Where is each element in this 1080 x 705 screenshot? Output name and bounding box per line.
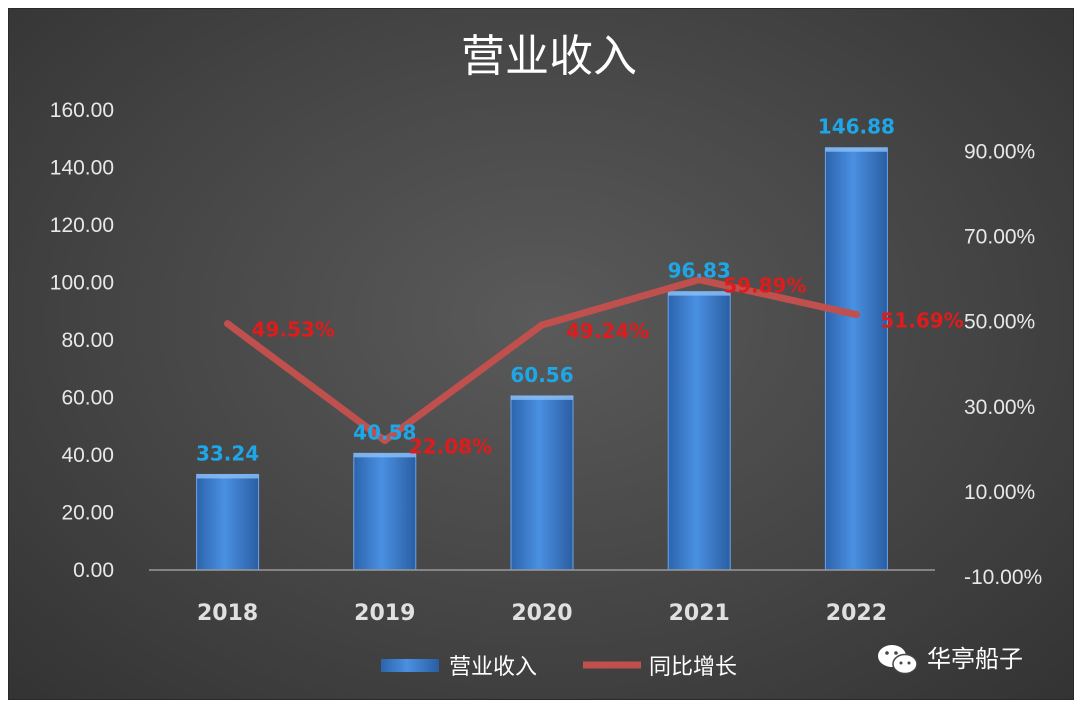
right-axis: -10.00% 10.00% 30.00% 50.00% 70.00% 90.00% [964, 141, 1042, 589]
category-label: 2019 [354, 601, 415, 626]
left-tick-label: 80.00 [61, 329, 114, 352]
category-label: 2022 [826, 601, 887, 626]
bar [824, 147, 888, 571]
right-tick-label: 30.00% [964, 396, 1035, 419]
right-tick-label: 90.00% [964, 141, 1035, 164]
bar-top-highlight [825, 147, 888, 152]
line-point [695, 276, 703, 284]
bar-data-label: 40.58 [353, 420, 416, 444]
line-data-labels: 49.53% 22.08% 49.24% 59.89% 51.69% [252, 274, 964, 459]
left-tick-label: 120.00 [50, 214, 114, 237]
legend: 营业收入 同比增长 [381, 655, 737, 680]
left-tick-label: 100.00 [50, 272, 114, 295]
category-axis: 2018 2019 2020 2021 2022 [197, 601, 887, 626]
left-tick-label: 20.00 [61, 502, 114, 525]
bar-data-label: 146.88 [818, 115, 895, 139]
line-data-label: 59.89% [723, 274, 806, 298]
legend-label-growth: 同比增长 [649, 655, 737, 680]
category-label: 2018 [197, 601, 258, 626]
wechat-icon [878, 645, 918, 675]
left-tick-label: 0.00 [73, 559, 114, 582]
chart-title: 营业收入 [461, 31, 637, 82]
bar-top-highlight [668, 291, 731, 296]
line-data-label: 22.08% [409, 435, 492, 459]
left-tick-label: 160.00 [50, 99, 114, 122]
bar [667, 291, 731, 571]
category-label: 2020 [511, 601, 572, 626]
watermark-text: 华亭船子 [927, 645, 1023, 673]
bar-data-labels: 33.24 40.58 60.56 96.83 146.88 [196, 115, 895, 466]
bar-data-label: 60.56 [510, 363, 573, 387]
bar-series [196, 147, 888, 571]
left-tick-label: 40.00 [61, 444, 114, 467]
combo-chart: 营业收入 0.00 20.00 40.00 60.00 80.00 100.00 120.0… [50, 31, 1042, 680]
line-point [538, 321, 546, 329]
line-data-label: 49.24% [566, 319, 649, 343]
left-axis: 0.00 20.00 40.00 60.00 80.00 100.00 120.00 140.… [50, 99, 114, 582]
bar [510, 395, 574, 571]
bar-top-highlight [353, 453, 416, 458]
legend-label-revenue: 营业收入 [449, 655, 537, 680]
legend-swatch-revenue [381, 659, 439, 672]
left-tick-label: 140.00 [50, 157, 114, 180]
line-series [224, 276, 860, 445]
right-tick-label: 10.00% [964, 481, 1035, 504]
bar [353, 452, 417, 571]
bar-data-label: 96.83 [668, 259, 731, 283]
right-tick-label: 50.00% [964, 311, 1035, 334]
line-data-label: 51.69% [880, 309, 963, 333]
right-tick-label: -10.00% [964, 566, 1042, 589]
watermark: 华亭船子 [878, 645, 1023, 675]
line-point [852, 311, 860, 319]
bar-top-highlight [511, 395, 573, 400]
left-tick-label: 60.00 [61, 387, 114, 410]
line-point [224, 320, 232, 328]
right-tick-label: 70.00% [964, 226, 1035, 249]
chart-frame: 营业收入 0.00 20.00 40.00 60.00 80.00 100.00 120.0… [8, 8, 1074, 700]
bar-top-highlight [196, 474, 259, 479]
bar [196, 473, 260, 571]
line-data-label: 49.53% [252, 318, 335, 342]
category-label: 2021 [669, 601, 730, 626]
bar-data-label: 33.24 [196, 441, 259, 465]
line-point [381, 437, 389, 445]
